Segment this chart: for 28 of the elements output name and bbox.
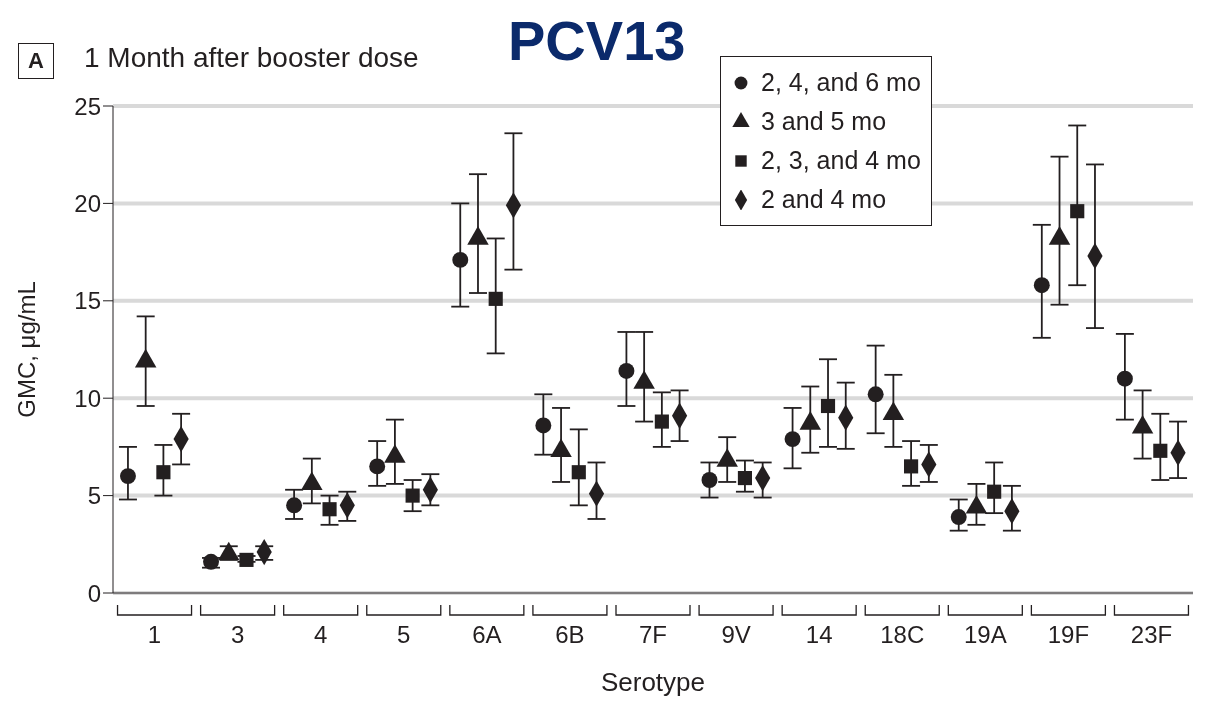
x-tick-label: 6B bbox=[555, 621, 585, 648]
x-tick-label: 1 bbox=[147, 621, 162, 648]
y-tick-label: 10 bbox=[74, 384, 101, 412]
chart-subtitle: PCV13 bbox=[508, 8, 686, 73]
x-tick-label: 14 bbox=[805, 621, 833, 648]
legend-label: 2, 3, and 4 mo bbox=[761, 146, 921, 175]
y-tick-label: 25 bbox=[74, 92, 101, 120]
x-tick-label: 19F bbox=[1047, 621, 1090, 648]
x-tick-label: 5 bbox=[397, 621, 411, 648]
x-axis-title: Serotype bbox=[600, 667, 706, 697]
x-tick-label: 9V bbox=[721, 621, 751, 648]
text: A bbox=[18, 43, 54, 79]
x-tick-label: 23F bbox=[1130, 621, 1173, 648]
y-tick-label: 15 bbox=[74, 287, 101, 315]
y-tick-label: 20 bbox=[74, 189, 101, 217]
legend-label: 3 and 5 mo bbox=[761, 107, 887, 136]
x-tick-label: 18C bbox=[880, 621, 925, 648]
x-tick-label: 19A bbox=[963, 621, 1007, 648]
legend-label: 2, 4, and 6 mo bbox=[761, 68, 921, 97]
x-tick-label: 4 bbox=[314, 621, 328, 648]
x-tick-label: 6A bbox=[472, 621, 502, 648]
x-tick-label: 7F bbox=[638, 621, 668, 648]
y-tick-label: 5 bbox=[87, 482, 101, 510]
x-tick-label: 3 bbox=[230, 621, 245, 648]
chart-title: 1 Month after booster dose bbox=[84, 42, 419, 74]
legend-label: 2 and 4 mo bbox=[761, 185, 887, 214]
y-axis-title: GMC, μg/mL bbox=[12, 281, 40, 418]
y-tick-label: 0 bbox=[87, 579, 101, 607]
